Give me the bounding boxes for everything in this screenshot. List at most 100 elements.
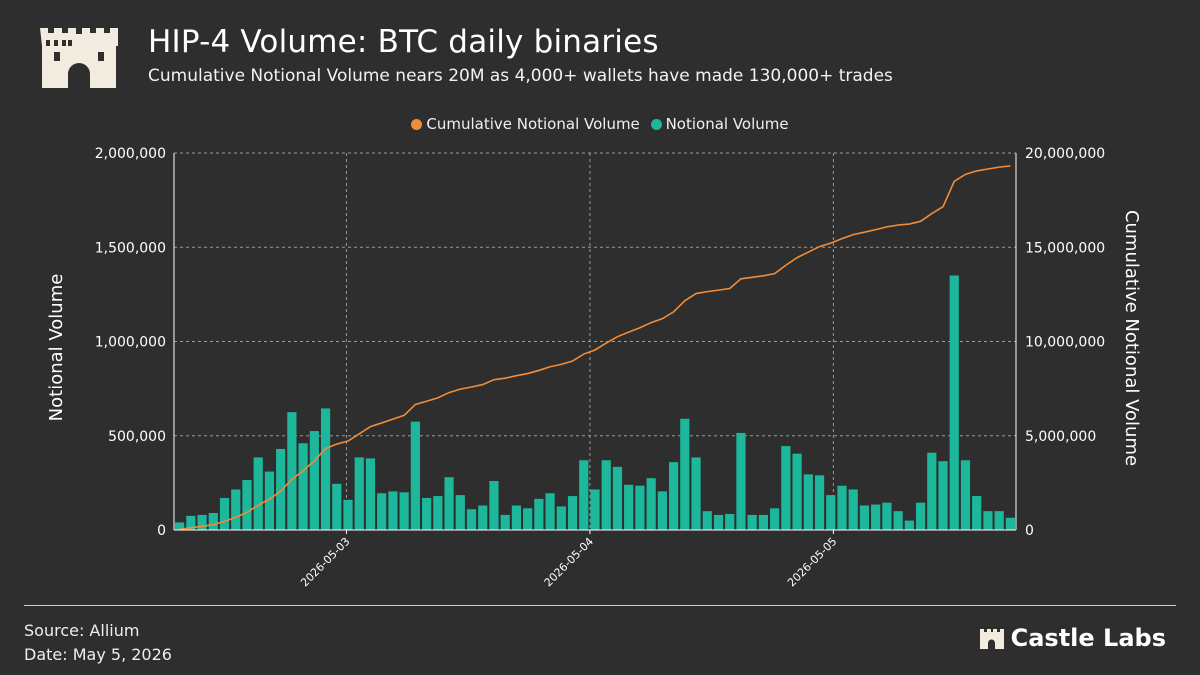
legend-item-notional[interactable]: Notional Volume	[650, 115, 789, 133]
bar[interactable]	[859, 505, 870, 530]
bar[interactable]	[713, 514, 724, 530]
bar[interactable]	[276, 448, 286, 530]
bar[interactable]	[680, 418, 690, 530]
bar[interactable]	[231, 489, 241, 530]
bar[interactable]	[444, 477, 454, 530]
bar[interactable]	[814, 475, 825, 530]
brand-castle-icon	[979, 629, 1004, 649]
bar[interactable]	[287, 412, 297, 530]
brand-name: Castle Labs	[1010, 624, 1166, 652]
bar[interactable]	[242, 480, 252, 530]
bar[interactable]	[567, 496, 578, 530]
bar[interactable]	[545, 493, 555, 530]
bar[interactable]	[175, 522, 185, 530]
bar[interactable]	[904, 520, 914, 530]
chart-subtitle: Cumulative Notional Volume nears 20M as …	[148, 66, 893, 86]
bar[interactable]	[399, 492, 409, 530]
y-tick-label: 500,000	[108, 429, 166, 445]
bar[interactable]	[1005, 517, 1015, 530]
bar[interactable]	[837, 485, 847, 530]
bar[interactable]	[208, 513, 218, 530]
date-text: Date: May 5, 2026	[24, 645, 172, 664]
y2-tick-label: 15,000,000	[1025, 240, 1105, 256]
bar[interactable]	[871, 504, 881, 530]
y2-tick-label: 5,000,000	[1025, 429, 1096, 445]
y-tick-label: 1,500,000	[95, 240, 166, 256]
bar[interactable]	[320, 408, 331, 530]
bar[interactable]	[298, 443, 308, 530]
bar[interactable]	[410, 421, 420, 530]
cumulative-line[interactable]	[179, 165, 1011, 531]
bar[interactable]	[781, 446, 791, 530]
bar[interactable]	[556, 506, 566, 530]
bar[interactable]	[377, 493, 387, 530]
x-tick-label: 2026-05-03	[298, 535, 352, 589]
bar[interactable]	[758, 514, 769, 530]
bar[interactable]	[994, 511, 1004, 530]
bar[interactable]	[792, 453, 802, 530]
bar[interactable]	[343, 499, 353, 530]
bar[interactable]	[848, 489, 858, 530]
bar[interactable]	[893, 511, 903, 530]
bar[interactable]	[668, 462, 679, 530]
castle-logo-icon	[40, 28, 118, 88]
bar[interactable]	[309, 431, 319, 530]
bar[interactable]	[332, 483, 342, 530]
bar[interactable]	[590, 489, 600, 530]
bar[interactable]	[657, 491, 667, 530]
bar[interactable]	[624, 484, 634, 530]
brand-logo: Castle Labs	[979, 624, 1166, 652]
bar[interactable]	[523, 508, 533, 530]
y2-axis-title: Cumulative Notional Volume	[1121, 210, 1142, 466]
bar[interactable]	[354, 457, 364, 530]
chart-area: 2,000,000 20,000,000 1,500,000 15,000,000 1,…	[46, 146, 1142, 589]
bar[interactable]	[612, 466, 623, 530]
bar[interactable]	[534, 498, 544, 530]
footer-divider	[24, 605, 1176, 606]
bar[interactable]	[770, 508, 780, 530]
bar[interactable]	[365, 458, 376, 530]
bar[interactable]	[455, 495, 465, 530]
bar[interactable]	[186, 515, 196, 530]
bar[interactable]	[579, 460, 589, 530]
bar[interactable]	[635, 485, 645, 530]
legend-label-cumulative: Cumulative Notional Volume	[426, 115, 640, 133]
bar[interactable]	[915, 502, 926, 530]
legend-item-cumulative[interactable]: Cumulative Notional Volume	[411, 115, 640, 133]
bar[interactable]	[927, 452, 937, 530]
bar[interactable]	[489, 480, 499, 530]
bar[interactable]	[264, 471, 275, 530]
bar[interactable]	[938, 461, 948, 530]
legend-label-notional: Notional Volume	[665, 115, 789, 133]
x-tick-label: 2026-05-04	[542, 535, 596, 589]
bar[interactable]	[500, 514, 510, 530]
y2-tick-label: 0	[1025, 523, 1034, 539]
bar[interactable]	[433, 496, 443, 530]
bar[interactable]	[972, 496, 982, 530]
bar[interactable]	[736, 432, 746, 530]
source-text: Source: Allium	[24, 621, 140, 640]
bar[interactable]	[421, 497, 432, 530]
bar[interactable]	[691, 457, 701, 530]
bar[interactable]	[388, 491, 398, 530]
bar[interactable]	[197, 514, 207, 530]
bar[interactable]	[253, 457, 263, 530]
y-axis-title: Notional Volume	[46, 274, 67, 422]
legend-swatch-notional	[650, 119, 662, 130]
bar[interactable]	[747, 514, 757, 530]
bar[interactable]	[511, 505, 522, 530]
bar[interactable]	[983, 511, 993, 530]
bar[interactable]	[725, 513, 735, 530]
bar[interactable]	[478, 505, 488, 530]
bar[interactable]	[646, 478, 656, 530]
bar[interactable]	[960, 460, 971, 530]
bar[interactable]	[949, 275, 959, 530]
bar[interactable]	[803, 474, 813, 530]
bar[interactable]	[702, 511, 712, 530]
bar[interactable]	[466, 509, 477, 530]
bar[interactable]	[826, 495, 836, 530]
y-tick-label: 1,000,000	[95, 335, 166, 351]
bar[interactable]	[219, 497, 230, 530]
bar[interactable]	[882, 502, 892, 530]
bar[interactable]	[601, 460, 611, 530]
